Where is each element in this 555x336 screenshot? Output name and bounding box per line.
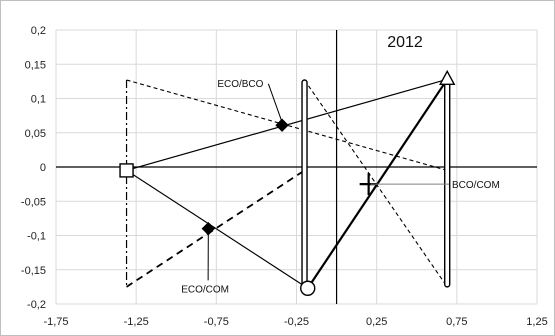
- x-tick-label: 1,25: [526, 316, 547, 328]
- y-axis-ticks: 0,2 0,15 0,1 0,05 0 -0,05 -0,1 -0,15 -0,2: [21, 25, 46, 311]
- diamond-marker: [275, 118, 289, 132]
- x-tick-label: 0,75: [446, 316, 467, 328]
- y-tick-label: -0,05: [21, 196, 46, 208]
- circle-marker: [300, 280, 316, 296]
- annotation-label: BCO/COM: [452, 180, 500, 191]
- y-tick-label: 0,1: [31, 94, 46, 106]
- y-tick-label: -0,2: [27, 299, 46, 311]
- series-line: [126, 169, 309, 289]
- axis-lines: [56, 30, 537, 304]
- triangle-marker: [439, 69, 456, 86]
- annotation-leader: [267, 83, 283, 123]
- vertical-bar: [301, 79, 308, 288]
- y-tick-label: 0: [40, 162, 46, 174]
- x-tick-label: -0,25: [284, 316, 309, 328]
- x-tick-label: 0,25: [366, 316, 387, 328]
- y-tick-label: 0,2: [31, 25, 46, 37]
- annotation-label: ECO/BCO: [217, 79, 263, 90]
- y-tick-label: -0,15: [21, 265, 46, 277]
- annotation-label: ECO/COM: [181, 284, 229, 295]
- x-tick-label: -0,75: [204, 316, 229, 328]
- y-tick-label: 0,15: [25, 59, 46, 71]
- y-tick-label: 0,05: [25, 128, 46, 140]
- x-axis-ticks: -1,75 -1,25 -0,75 -0,25 0,25 0,75 1,25: [43, 316, 547, 328]
- y-tick-label: -0,1: [27, 231, 46, 243]
- vertical-bar: [444, 79, 451, 288]
- annotations: ECO/BCO ECO/COM BCO/COM: [181, 79, 500, 296]
- chart-title: 2012: [387, 34, 423, 51]
- square-marker: [119, 163, 134, 178]
- x-tick-label: -1,25: [124, 316, 149, 328]
- x-tick-label: -1,75: [43, 316, 68, 328]
